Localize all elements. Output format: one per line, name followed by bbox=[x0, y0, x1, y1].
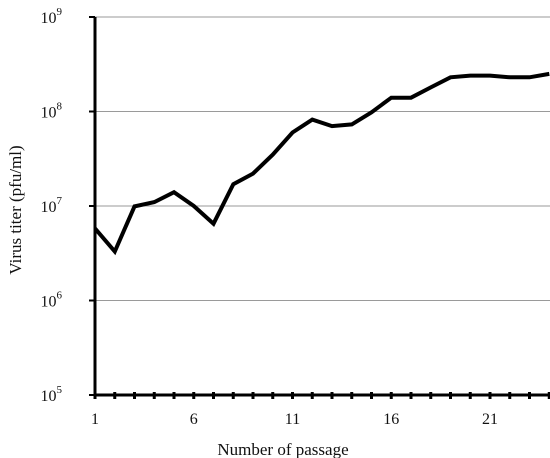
y-axis-label: Virus titer (pfu/ml) bbox=[6, 145, 25, 274]
y-tick-label: 108 bbox=[41, 101, 63, 122]
y-tick-label: 105 bbox=[41, 384, 63, 405]
y-tick-label: 106 bbox=[41, 290, 63, 311]
y-axis-ticks: 105 106 107 108 109 bbox=[41, 6, 95, 405]
x-tick-label: 21 bbox=[482, 411, 498, 428]
y-tick-label: 107 bbox=[41, 195, 63, 216]
x-axis-ticks: 1 6 11 16 21 bbox=[91, 392, 550, 428]
y-tick-label: 109 bbox=[41, 6, 63, 27]
x-tick-label: 11 bbox=[285, 411, 300, 428]
grid-lines bbox=[95, 16, 550, 301]
x-tick-label: 6 bbox=[190, 411, 198, 428]
x-tick-label: 1 bbox=[91, 411, 99, 428]
x-tick-label: 16 bbox=[383, 411, 399, 428]
x-axis-label: Number of passage bbox=[217, 440, 348, 458]
series-line bbox=[93, 71, 550, 256]
